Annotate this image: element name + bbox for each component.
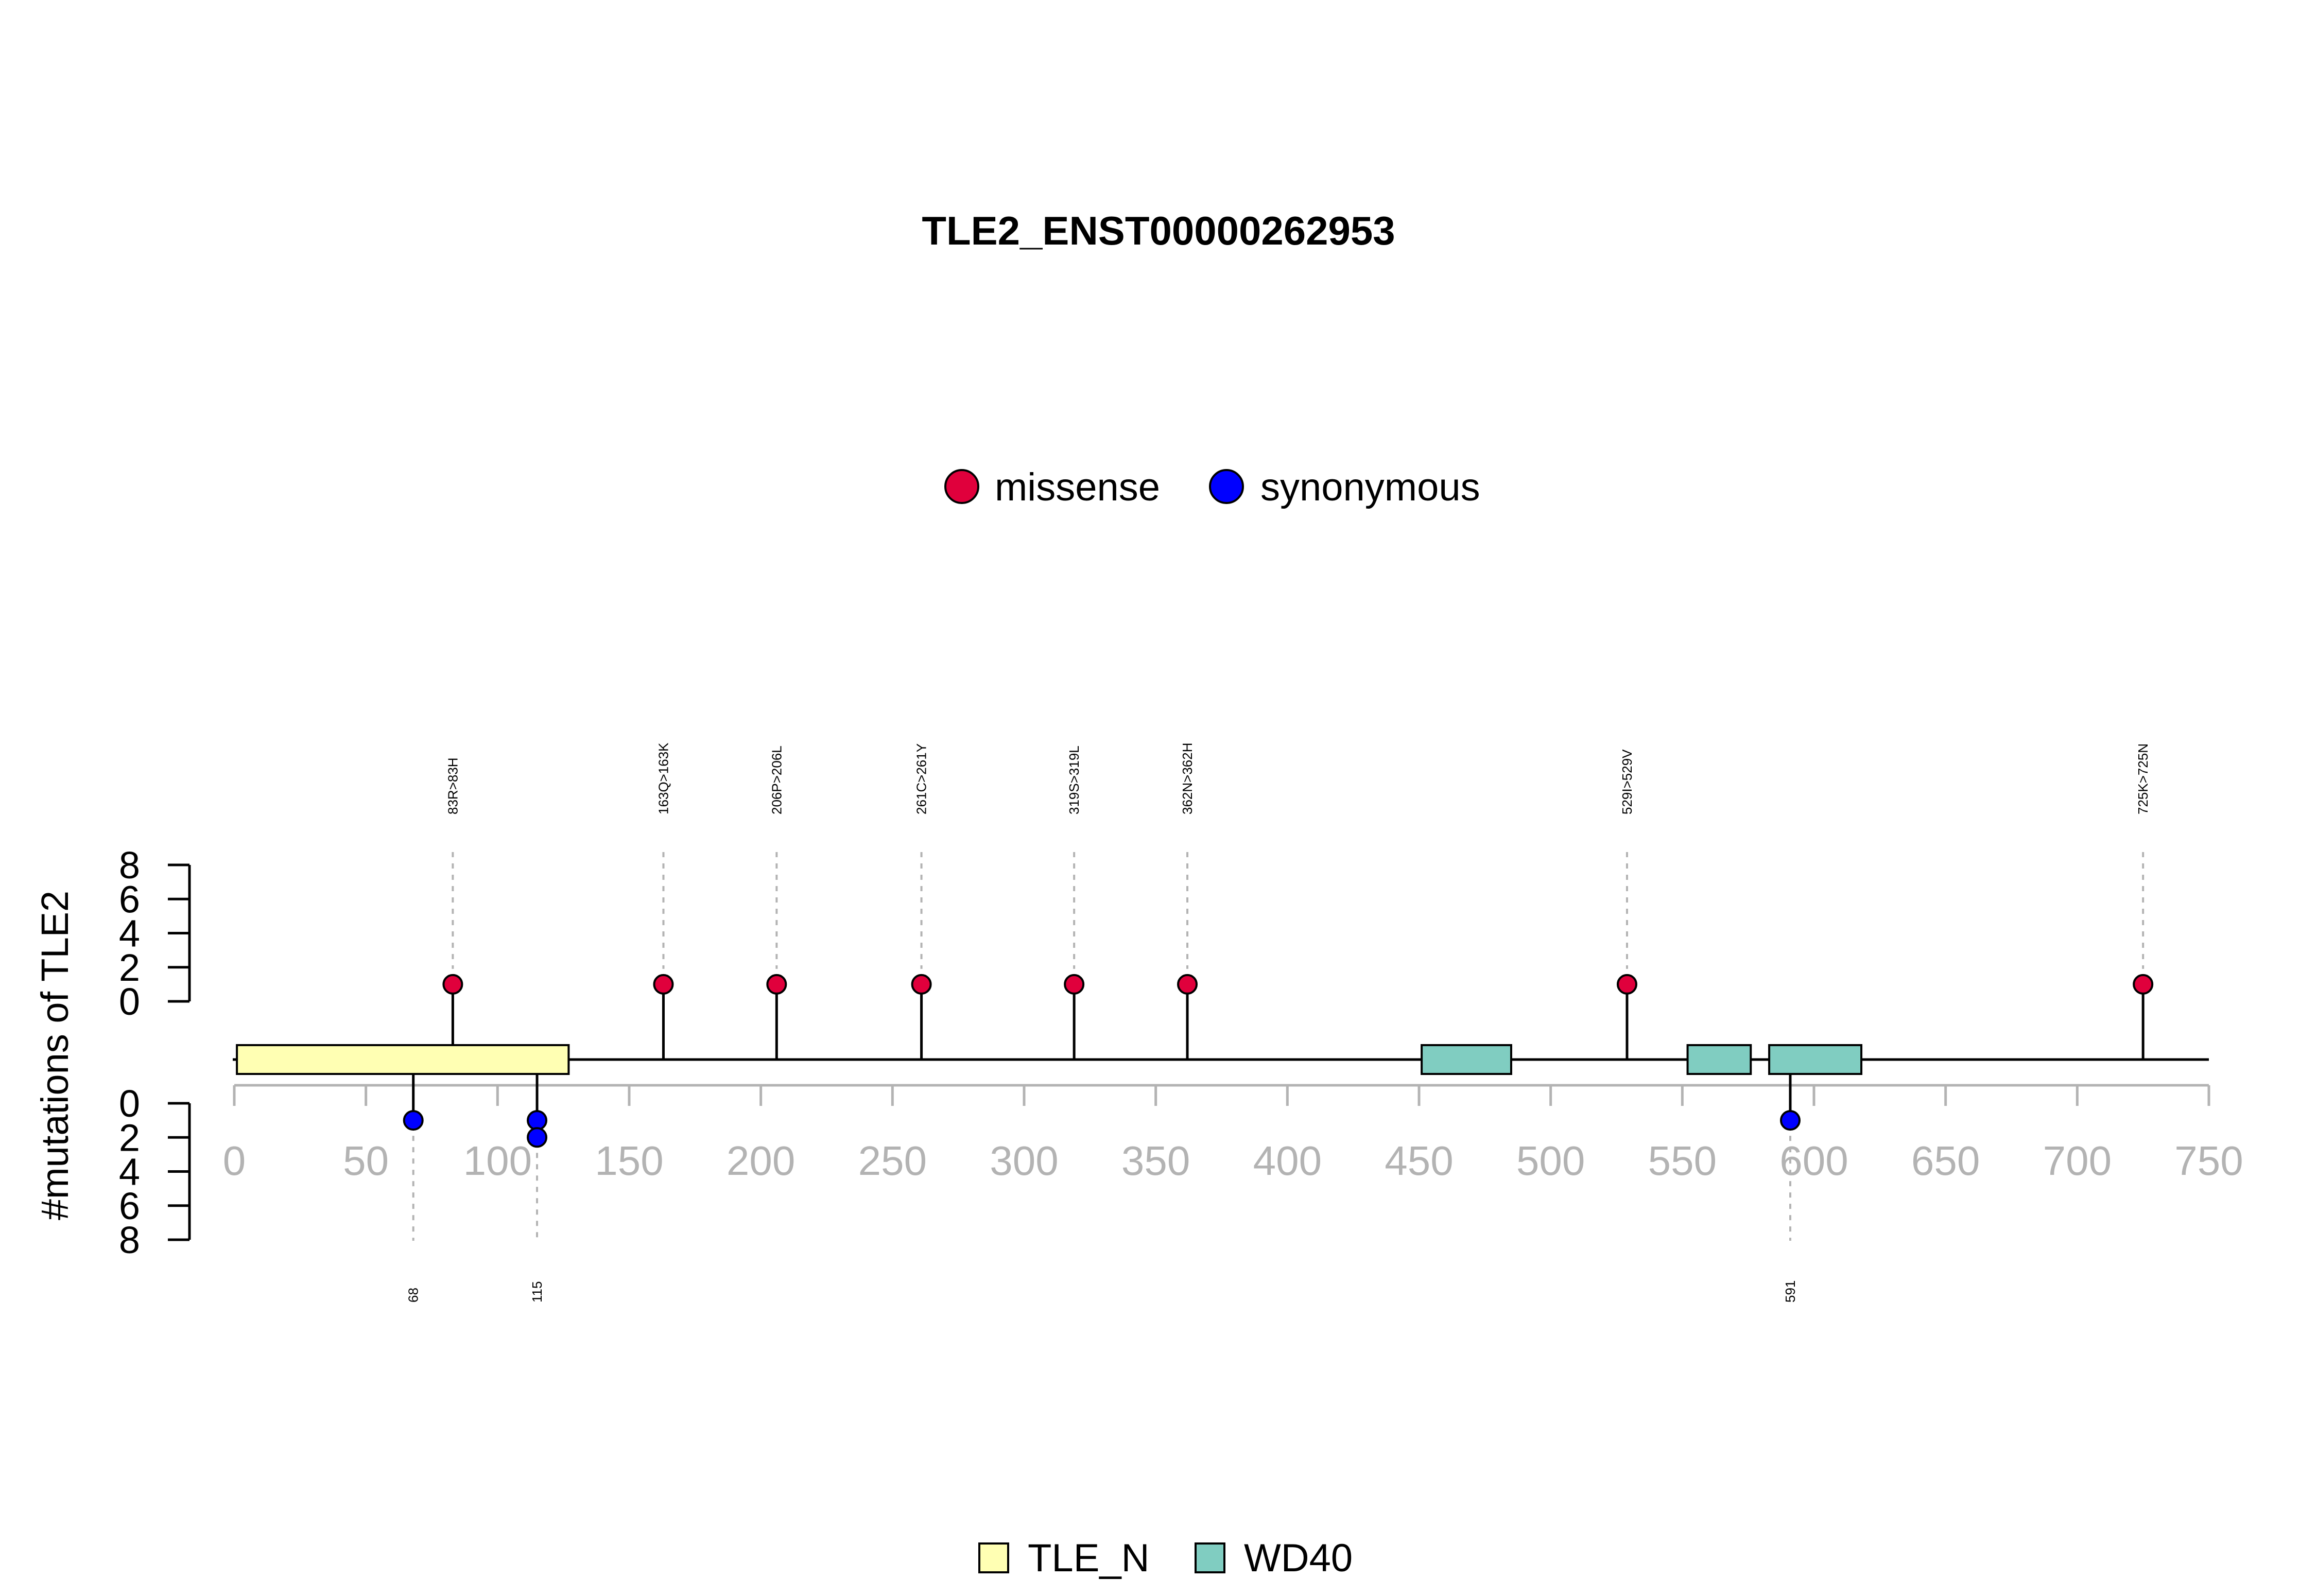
legend-tle-n-label: TLE_N: [1028, 1536, 1150, 1580]
missense-label: 529I>529V: [1619, 749, 1635, 814]
legend-synonymous-label: synonymous: [1260, 465, 1480, 509]
mutation-labels: 83R>83H 163Q>163K 206P>206L 261C>261Y 319S>3…: [406, 742, 2151, 1303]
x-tick-label: 0: [223, 1138, 246, 1184]
missense-label: 83R>83H: [445, 757, 460, 814]
x-axis: 0 50 100 150 200 250 300 350 400 450 500 550 600 650 7…: [223, 1084, 2243, 1184]
missense-point: [1064, 974, 1085, 995]
y-tick-label: 4: [119, 912, 140, 955]
legend-tle-n-swatch: [978, 1542, 1009, 1573]
x-tick-label: 50: [343, 1138, 389, 1184]
x-tick-label: 450: [1385, 1138, 1453, 1184]
synonymous-point: [1779, 1110, 1801, 1131]
missense-point: [2133, 974, 2154, 995]
missense-point: [1616, 974, 1637, 995]
y-tick-label: 8: [119, 1219, 140, 1261]
x-tick-label: 250: [858, 1138, 927, 1184]
domain-tle-n: [236, 1044, 570, 1075]
x-tick-label: 400: [1253, 1138, 1322, 1184]
synonymous-label: 591: [1783, 1280, 1798, 1303]
stems: [412, 984, 2145, 1138]
y-tick-label: 0: [119, 1082, 140, 1125]
missense-label: 362N>362H: [1180, 743, 1195, 815]
domains: [236, 1044, 1863, 1075]
missense-point: [766, 974, 787, 995]
x-tick-label: 150: [595, 1138, 663, 1184]
synonymous-point: [527, 1127, 548, 1148]
y-axis-label: #mutations of TLE2: [33, 891, 76, 1220]
missense-label: 206P>206L: [769, 745, 784, 814]
y-tick-label: 6: [119, 1185, 140, 1227]
synonymous-label: 68: [406, 1288, 421, 1303]
x-tick-label: 550: [1648, 1138, 1717, 1184]
x-tick-label: 300: [990, 1138, 1058, 1184]
guide-lines: [412, 852, 2145, 1241]
missense-label: 319S>319L: [1066, 745, 1082, 814]
x-tick-label: 700: [2043, 1138, 2112, 1184]
missense-label: 261C>261Y: [914, 743, 929, 814]
missense-point: [911, 974, 932, 995]
legend-synonymous-swatch: [1209, 469, 1244, 504]
missense-label: 163Q>163K: [655, 742, 671, 814]
y-tick-label: 2: [119, 1116, 140, 1159]
mutation-points: [403, 974, 2154, 1148]
domain-wd40: [1421, 1044, 1512, 1075]
synonymous-point: [527, 1110, 548, 1131]
synonymous-point: [403, 1110, 424, 1131]
legend-missense-swatch: [944, 469, 979, 504]
x-tick-label: 100: [463, 1138, 532, 1184]
domain-wd40: [1686, 1044, 1752, 1075]
legend-missense-label: missense: [995, 465, 1160, 509]
y-tick-label: 6: [119, 878, 140, 921]
y-tick-label: 8: [119, 844, 140, 887]
x-tick-label: 350: [1121, 1138, 1190, 1184]
mutation-type-legend: missense synonymous: [944, 465, 1480, 509]
legend-wd40-swatch: [1195, 1542, 1225, 1573]
legend-wd40-label: WD40: [1244, 1536, 1353, 1580]
missense-point: [1177, 974, 1198, 995]
y-tick-label: 4: [119, 1151, 140, 1193]
x-tick-label: 200: [727, 1138, 795, 1184]
missense-label: 725K>725N: [2135, 743, 2151, 814]
domain-legend: TLE_N WD40: [978, 1536, 1353, 1580]
x-tick-label: 500: [1516, 1138, 1585, 1184]
x-tick-label: 750: [2174, 1138, 2243, 1184]
y-tick-label: 2: [119, 946, 140, 989]
x-tick-label: 650: [1911, 1138, 1980, 1184]
synonymous-label: 115: [529, 1281, 545, 1303]
missense-point: [442, 974, 463, 995]
missense-point: [653, 974, 674, 995]
y-tick-label: 0: [119, 980, 140, 1023]
chart-title: TLE2_ENST00000262953: [922, 208, 1395, 253]
domain-wd40: [1768, 1044, 1863, 1075]
